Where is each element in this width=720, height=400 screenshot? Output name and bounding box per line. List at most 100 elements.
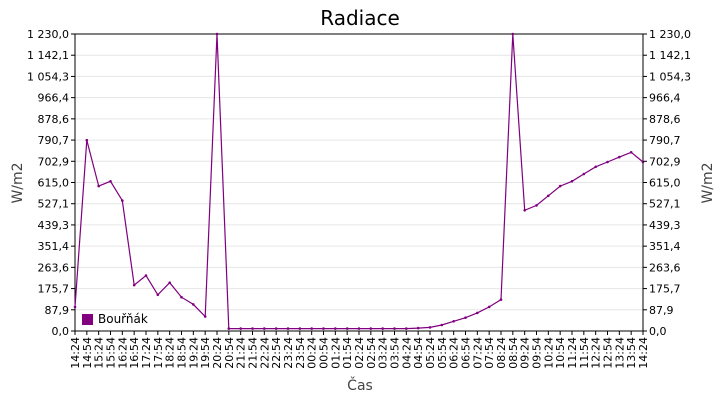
x-tick-label: 05:24 <box>424 337 437 369</box>
y-tick-label-left: 702,9 <box>38 155 70 168</box>
data-point <box>227 327 231 330</box>
y-tick-label-right: 1 230,0 <box>649 28 691 41</box>
data-point <box>476 311 479 315</box>
x-tick-label: 21:24 <box>235 337 248 369</box>
y-tick-label-left: 527,1 <box>38 198 70 211</box>
y-tick-label-right: 87,9 <box>649 304 674 317</box>
y-tick-label-left: 351,4 <box>38 240 70 253</box>
y-tick-label-right: 351,4 <box>649 240 681 253</box>
y-tick-label-left: 175,7 <box>38 283 70 296</box>
x-tick-label: 07:24 <box>471 337 484 369</box>
legend-label: Bouřňák <box>98 312 148 326</box>
x-tick-label: 16:54 <box>128 337 141 369</box>
x-tick-label: 08:54 <box>507 337 520 369</box>
y-tick-label-left: 263,6 <box>38 261 70 274</box>
x-tick-label: 14:54 <box>81 337 94 369</box>
y-tick-label-left: 1 142,1 <box>27 49 69 62</box>
data-point <box>192 303 195 306</box>
data-point <box>629 151 633 154</box>
x-tick-label: 02:24 <box>353 337 366 369</box>
x-tick-label: 23:24 <box>282 337 295 369</box>
data-point <box>582 172 586 176</box>
x-tick-label: 09:54 <box>531 337 544 369</box>
x-tick-label: 15:24 <box>93 337 106 369</box>
data-point <box>274 327 278 330</box>
y-tick-label-left: 790,7 <box>38 134 70 147</box>
x-tick-label: 22:24 <box>258 337 271 369</box>
data-point <box>369 327 373 330</box>
data-point <box>132 283 136 287</box>
data-point <box>322 327 325 330</box>
y-tick-label-right: 702,9 <box>649 155 681 168</box>
data-point <box>286 327 290 330</box>
x-tick-label: 02:54 <box>365 337 378 369</box>
data-point <box>428 326 432 329</box>
y-axis-label-left: W/m2 <box>10 162 26 203</box>
x-tick-label: 14:24 <box>69 337 82 369</box>
x-tick-label: 00:24 <box>306 337 319 369</box>
x-tick-label: 18:24 <box>164 337 177 369</box>
x-tick-label: 23:54 <box>294 337 307 369</box>
data-point <box>547 194 550 198</box>
y-tick-label-left: 1 054,3 <box>27 70 69 83</box>
x-tick-label: 20:54 <box>223 337 236 369</box>
data-point <box>558 184 562 188</box>
x-tick-label: 10:24 <box>542 337 555 369</box>
data-point <box>416 326 420 330</box>
x-tick-label: 16:24 <box>116 337 129 369</box>
data-point <box>251 327 254 330</box>
data-point <box>239 327 242 330</box>
x-tick-label: 14:24 <box>637 337 650 369</box>
data-point <box>156 293 160 297</box>
chart-title: Radiace <box>320 6 400 30</box>
data-point <box>535 204 538 207</box>
y-tick-label-right: 1 142,1 <box>649 49 691 62</box>
x-axis: 14:2414:5415:2415:5416:2416:5417:2417:54… <box>69 331 650 369</box>
x-tick-label: 18:54 <box>176 337 189 369</box>
data-point <box>405 327 408 330</box>
y-tick-label-left: 0,0 <box>52 325 70 338</box>
y-tick-label-left: 87,9 <box>45 304 70 317</box>
y-tick-label-right: 966,4 <box>649 92 681 105</box>
y-tick-label-right: 0,0 <box>649 325 667 338</box>
data-point <box>357 327 361 330</box>
x-tick-label: 11:54 <box>578 337 591 369</box>
data-point <box>121 199 124 202</box>
data-point <box>606 160 609 164</box>
x-tick-label: 19:24 <box>187 337 200 369</box>
x-tick-label: 01:24 <box>329 337 342 369</box>
data-point <box>393 327 396 330</box>
data-point <box>298 327 302 330</box>
data-point <box>381 327 385 330</box>
y-tick-label-right: 527,1 <box>649 198 681 211</box>
x-tick-label: 04:24 <box>400 337 413 369</box>
x-tick-label: 20:24 <box>211 337 224 369</box>
x-tick-label: 01:54 <box>341 337 354 369</box>
y-tick-label-right: 175,7 <box>649 283 681 296</box>
x-tick-label: 15:54 <box>105 337 118 369</box>
x-tick-label: 19:54 <box>199 337 212 369</box>
y-axis-left: 1 230,0 1 142,1 1 054,3 966,4 878,6 790,7 702,… <box>27 28 75 338</box>
x-tick-label: 22:54 <box>270 337 283 369</box>
data-point <box>310 327 314 330</box>
x-tick-label: 12:54 <box>602 337 615 369</box>
x-tick-label: 21:54 <box>247 337 260 369</box>
data-point <box>570 180 574 183</box>
y-axis-right: 1 230,0 1 142,1 1 054,3 966,4 878,6 790,7 702,… <box>643 28 691 338</box>
x-tick-label: 00:54 <box>318 337 331 369</box>
data-point <box>73 305 77 309</box>
data-point <box>144 274 148 277</box>
x-tick-label: 11:24 <box>566 337 579 369</box>
y-tick-label-right: 263,6 <box>649 261 681 274</box>
x-axis-label: Čas <box>347 376 373 394</box>
data-point <box>452 320 456 323</box>
data-point <box>345 327 349 330</box>
data-point <box>85 138 89 142</box>
x-tick-label: 08:24 <box>495 337 508 369</box>
x-tick-label: 07:54 <box>483 337 496 369</box>
y-tick-label-left: 615,0 <box>38 177 70 190</box>
data-point <box>334 327 337 330</box>
y-tick-label-left: 1 230,0 <box>27 28 69 41</box>
x-tick-label: 17:24 <box>140 337 153 369</box>
